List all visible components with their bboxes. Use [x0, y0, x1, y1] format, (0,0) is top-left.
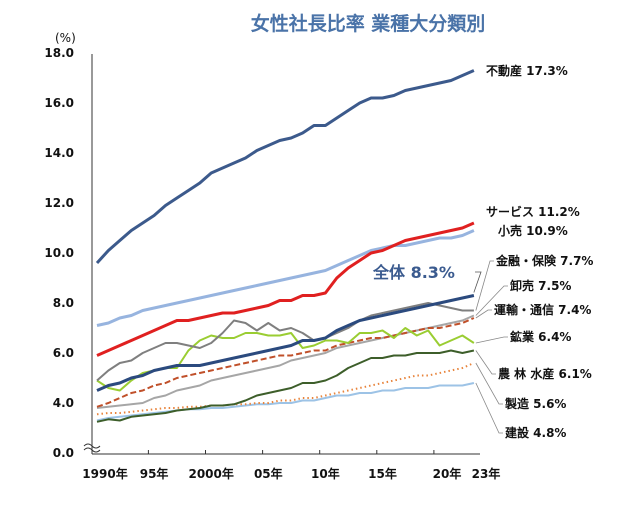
y-tick-label: 12.0 — [44, 196, 74, 210]
y-axis: 0.0 4.0 6.0 8.0 10.0 12.0 14.0 16.0 18.0 — [44, 46, 101, 460]
x-tick-label: 95年 — [140, 466, 169, 481]
y-tick-label: 10.0 — [44, 246, 74, 260]
x-tick-label: 1990年 — [82, 466, 127, 481]
label-leader-lines — [473, 260, 508, 434]
x-tick-label: 23年 — [472, 466, 501, 481]
series-line-全体 — [96, 294, 475, 392]
series-label-不動産: 不動産 17.3% — [486, 63, 568, 78]
series-label-鉱業: 鉱業 6.4% — [510, 329, 571, 344]
x-tick-label: 05年 — [254, 466, 283, 481]
y-tick-label: 0.0 — [53, 446, 74, 460]
series-line-農林水産 — [96, 349, 475, 423]
series-label-農林水産: 農 林 水産 6.1% — [498, 366, 592, 381]
y-tick-label: 16.0 — [44, 96, 74, 110]
y-tick-label: 14.0 — [44, 146, 74, 160]
series-line-金融・保険 — [96, 302, 474, 382]
series-label-全体: 全体 8.3% — [372, 263, 455, 282]
series-label-卸売: 卸売 7.5% — [510, 278, 571, 293]
series-lines — [95, 69, 475, 423]
leader-line-卸売 — [475, 285, 508, 316]
series-label-運輸・通信: 運輸・通信 7.4% — [494, 302, 591, 317]
series-labels: 不動産 17.3% サービス 11.2% 小売 10.9% 全体 8.3% 金融・保険 … — [372, 63, 593, 440]
series-label-サービス: サービス 11.2% — [486, 204, 580, 219]
series-line-サービス — [96, 221, 475, 357]
leader-line-製造 — [475, 362, 503, 405]
x-axis: 1990年 95年 2000年 05年 10年 15年 20年 23年 — [82, 450, 500, 481]
leader-line-金融・保険 — [475, 260, 494, 311]
series-line-建設 — [96, 382, 475, 422]
y-tick-label: 4.0 — [53, 396, 74, 410]
series-label-小売: 小売 10.9% — [498, 223, 568, 238]
y-tick-label: 8.0 — [53, 296, 74, 310]
leader-line-建設 — [475, 382, 503, 434]
leader-line-農林水産 — [475, 350, 496, 375]
y-tick-label: 6.0 — [53, 346, 74, 360]
leader-line-運輸・通信 — [475, 309, 492, 319]
series-line-製造 — [96, 362, 475, 416]
x-tick-label: 20年 — [433, 466, 462, 481]
y-tick-label: 18.0 — [44, 46, 74, 60]
series-label-金融・保険: 金融・保険 7.7% — [495, 253, 593, 268]
series-line-鉱業 — [96, 327, 475, 392]
series-label-建設: 建設 4.8% — [504, 425, 566, 440]
y-axis-unit: (%) — [55, 31, 76, 45]
x-tick-label: 10年 — [311, 466, 340, 481]
x-tick-label: 2000年 — [188, 466, 233, 481]
leader-line-鉱業 — [475, 336, 508, 344]
axis-break-icon — [83, 443, 101, 453]
series-line-小売 — [96, 229, 475, 327]
leader-line-全体 — [473, 271, 482, 293]
series-label-製造: 製造 5.6% — [504, 396, 566, 411]
series-line-不動産 — [95, 69, 475, 265]
x-tick-label: 15年 — [368, 466, 397, 481]
chart-title: 女性社長比率 業種大分類別 — [251, 12, 486, 35]
